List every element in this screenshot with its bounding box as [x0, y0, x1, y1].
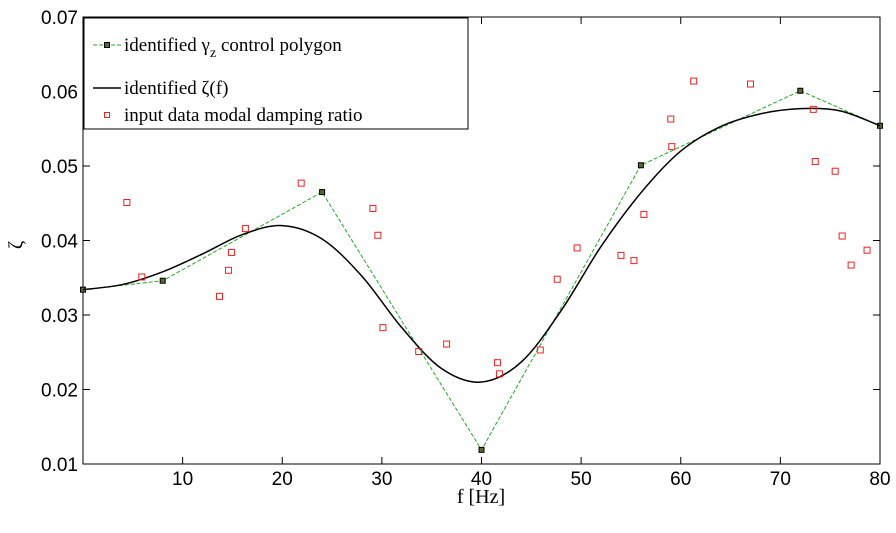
y-tick-label: 0.03: [41, 306, 78, 327]
data-point: [831, 167, 839, 175]
y-tick-label: 0.06: [41, 83, 78, 104]
x-tick-label: 40: [471, 469, 492, 490]
data-point: [667, 115, 675, 123]
control-point: [319, 189, 326, 196]
legend: identified γz control polygon identified…: [83, 17, 469, 130]
data-point: [374, 231, 382, 239]
data-point: [493, 359, 501, 367]
data-point: [668, 143, 676, 151]
y-tick-label: 0.07: [41, 8, 78, 29]
plot-series: [80, 77, 883, 453]
y-axis: 0.01 0.02 0.03 0.04 0.05 0.06 0.07: [41, 8, 880, 476]
data-point: [553, 275, 561, 283]
x-tick-label: 50: [571, 469, 592, 490]
data-point: [297, 179, 305, 187]
data-point: [415, 348, 423, 356]
legend-label-control-polygon-rest: control polygon: [216, 35, 342, 56]
x-tick-label: 30: [371, 469, 392, 490]
x-tick-label: 20: [272, 469, 293, 490]
x-axis: 10 20 30 40 50 60 70 80: [172, 17, 891, 490]
x-tick-label: 60: [670, 469, 691, 490]
data-point: [227, 248, 235, 256]
legend-label-control-polygon: identified γz control polygon: [124, 35, 342, 61]
legend-label-identified-curve: identified ζ(f): [124, 78, 228, 99]
data-point: [811, 158, 819, 166]
data-point: [369, 204, 377, 212]
legend-marker-input-data: [104, 112, 110, 118]
data-point: [224, 266, 232, 274]
legend-label-input-data: input data modal damping ratio: [124, 105, 363, 126]
data-point: [138, 273, 146, 281]
control-point: [478, 446, 485, 453]
identified-curve: [82, 107, 881, 383]
y-tick-label: 0.02: [41, 381, 78, 402]
legend-label-control-polygon-subscript: z: [210, 46, 216, 61]
data-point: [690, 77, 698, 85]
control-point: [637, 162, 644, 169]
legend-marker-control-polygon: [104, 42, 110, 48]
x-axis-label: f [Hz]: [457, 486, 505, 508]
x-tick-label: 80: [869, 469, 890, 490]
control-point: [797, 87, 804, 94]
data-point: [241, 225, 249, 233]
data-point: [573, 244, 581, 252]
data-point: [863, 246, 871, 254]
y-tick-label: 0.01: [41, 455, 78, 476]
data-point: [630, 257, 638, 265]
data-point: [495, 370, 503, 378]
data-point: [123, 199, 131, 207]
y-tick-label: 0.04: [41, 232, 78, 253]
x-tick-label: 70: [770, 469, 791, 490]
data-point: [443, 340, 451, 348]
data-point: [809, 105, 817, 113]
y-axis-label: ζ: [5, 241, 27, 249]
data-point: [838, 232, 846, 240]
legend-label-control-polygon-main: identified γ: [124, 35, 210, 56]
x-tick-label: 10: [172, 469, 193, 490]
data-point: [640, 210, 648, 218]
data-point: [215, 292, 223, 300]
data-point: [379, 324, 387, 332]
control-point: [159, 277, 166, 284]
y-tick-label: 0.05: [41, 157, 78, 178]
legend-box: [83, 17, 469, 130]
data-point: [617, 251, 625, 259]
data-point: [847, 261, 855, 269]
data-point: [536, 346, 544, 354]
data-point: [746, 80, 754, 88]
